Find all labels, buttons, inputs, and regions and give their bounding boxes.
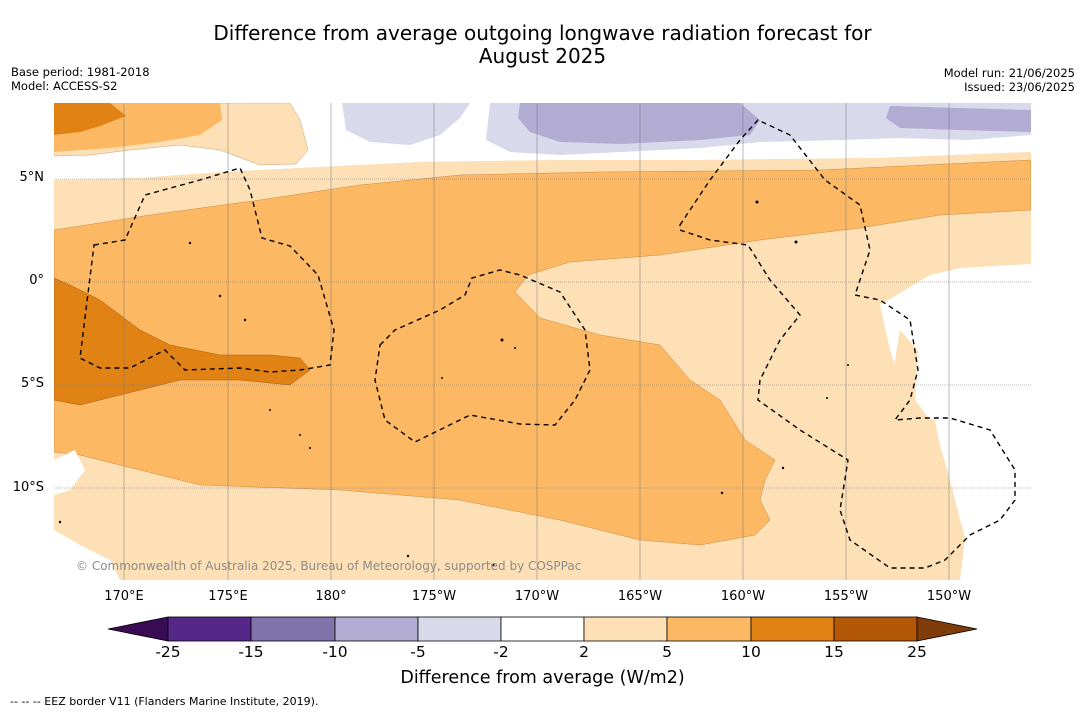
title-line-2: August 2025	[478, 44, 607, 68]
lat-label-0: 0°	[29, 273, 44, 288]
colorbar-segment	[250, 616, 336, 642]
lat-label-5s: 5°S	[20, 376, 44, 391]
positive-east-light	[848, 330, 966, 580]
near-normal-east	[880, 264, 1031, 580]
lat-label-5n: 5°N	[19, 170, 45, 185]
cb-tick-1: -15	[238, 643, 264, 661]
lon-label-175e: 175°E	[208, 589, 248, 604]
cb-tick-8: 15	[824, 643, 844, 661]
negative-core-1	[518, 103, 760, 144]
map-field	[54, 103, 1031, 580]
model-text: Model: ACCESS-S2	[11, 79, 118, 93]
cb-tick-5: 2	[579, 643, 589, 661]
colorbar-label: Difference from average (W/m2)	[400, 668, 685, 688]
positive-sw-light	[54, 510, 330, 580]
positive-nw-max	[54, 103, 126, 135]
eez-phoenix	[374, 269, 591, 443]
lon-label-180: 180°	[315, 589, 347, 604]
lon-label-160w: 160°W	[720, 589, 766, 604]
base-period-text: Base period: 1981-2018	[11, 65, 150, 79]
cb-tick-0: -25	[155, 643, 181, 661]
cb-tick-6: 5	[662, 643, 672, 661]
islands	[58, 200, 849, 567]
lon-label-155w: 155°W	[823, 589, 869, 604]
colorbar-segment	[417, 616, 502, 642]
eez-legend-text: -- -- -- EEZ border V11 (Flanders Marine…	[10, 695, 319, 708]
negative-blob-1	[342, 103, 470, 145]
lon-label-170w: 170°W	[514, 589, 560, 604]
cb-tick-7: 10	[741, 643, 761, 661]
cb-tick-9: 25	[907, 643, 927, 661]
colorbar-segment	[334, 616, 419, 642]
gridlines	[54, 103, 1031, 580]
chart-title: Difference from average outgoing longwav…	[0, 22, 1085, 68]
near-normal-sw	[54, 450, 85, 495]
negative-core-2	[886, 106, 1031, 132]
colorbar-segment	[500, 616, 585, 642]
lon-label-170e: 170°E	[104, 589, 144, 604]
near-normal-far-sw	[54, 530, 120, 580]
copyright-text: © Commonwealth of Australia 2025, Bureau…	[76, 559, 582, 573]
issued-text: Issued: 23/06/2025	[964, 80, 1075, 94]
colorbar-segment	[583, 616, 668, 642]
meta-left: Base period: 1981-2018 Model: ACCESS-S2	[11, 65, 150, 93]
title-line-1: Difference from average outgoing longwav…	[213, 21, 872, 45]
colorbar-segment	[750, 616, 835, 642]
colorbar-segment	[666, 616, 752, 642]
eez-tuvalu	[79, 167, 335, 373]
eez-borders	[79, 119, 1016, 569]
cb-tick-3: -5	[410, 643, 426, 661]
colorbar-extend-high	[916, 616, 978, 642]
colorbar-segment	[833, 616, 918, 642]
colorbar-segment	[167, 616, 252, 642]
cb-tick-4: -2	[493, 643, 509, 661]
meta-right: Model run: 21/06/2025 Issued: 23/06/2025	[944, 66, 1075, 94]
positive-band-north-edge	[54, 152, 1031, 212]
cb-tick-2: -10	[322, 643, 348, 661]
model-run-text: Model run: 21/06/2025	[943, 66, 1075, 80]
lat-label-10s: 10°S	[12, 480, 44, 495]
colorbar-extend-low	[107, 616, 169, 642]
positive-main-band	[54, 159, 1031, 546]
colorbar	[107, 616, 978, 642]
lon-label-165w: 165°W	[617, 589, 663, 604]
eez-line-islands	[679, 119, 1016, 569]
lon-label-150w: 150°W	[926, 589, 972, 604]
positive-core-band	[54, 277, 311, 406]
lon-label-175w: 175°W	[411, 589, 457, 604]
